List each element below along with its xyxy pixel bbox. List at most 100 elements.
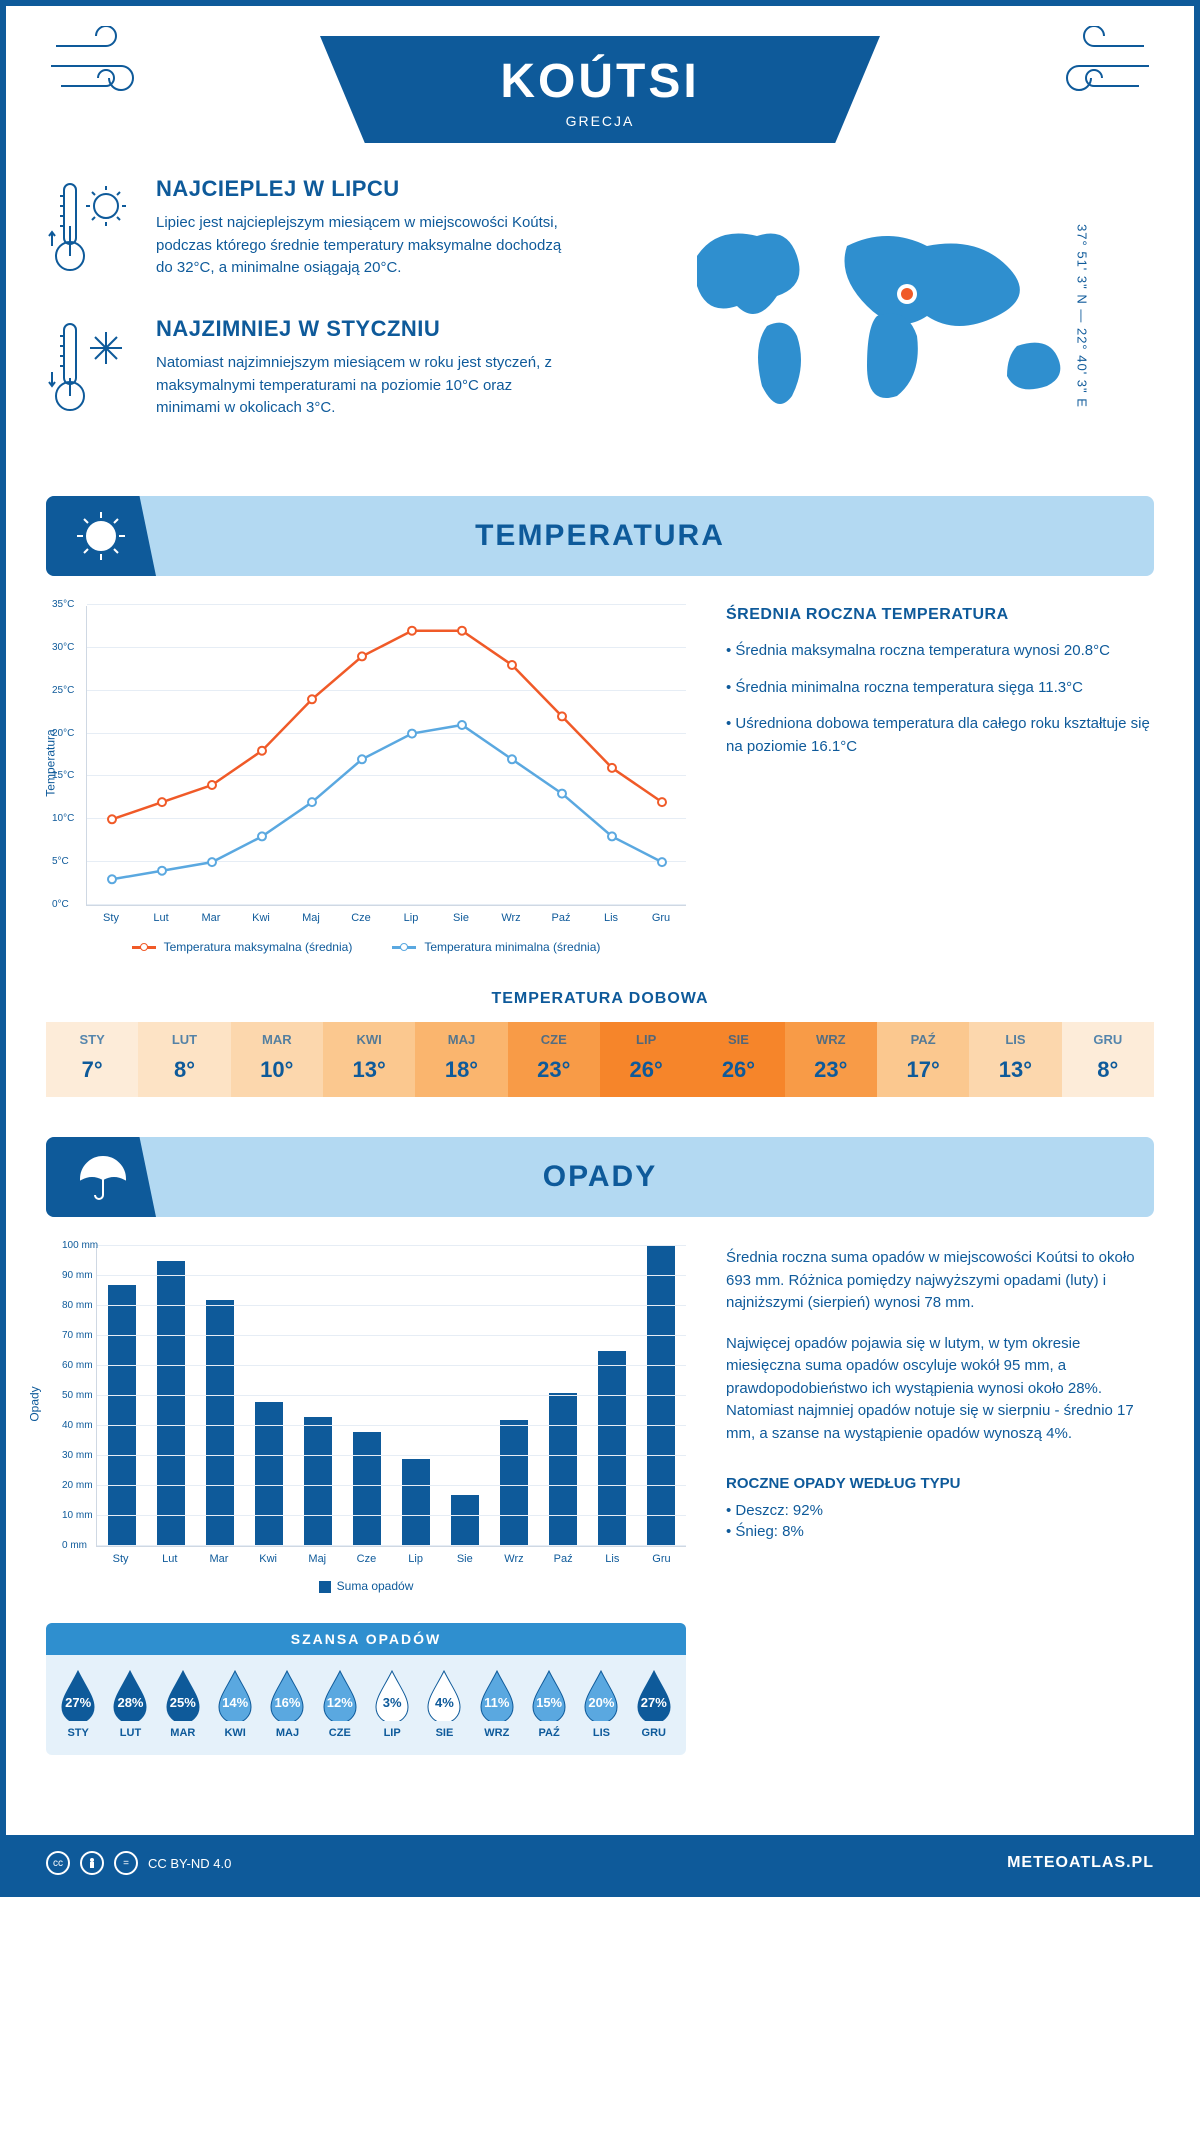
x-label: Gru <box>637 1553 686 1565</box>
raindrop-icon: 28% <box>110 1669 150 1721</box>
month-label: GRU <box>1062 1032 1154 1047</box>
temp-value: 8° <box>1062 1057 1154 1083</box>
month-label: PAŹ <box>877 1032 969 1047</box>
gridline: 80 mm <box>97 1305 686 1306</box>
temp-value: 13° <box>969 1057 1061 1083</box>
world-map <box>667 206 1107 426</box>
x-label: Wrz <box>489 1553 538 1565</box>
chance-value: 4% <box>424 1695 464 1710</box>
strip-cell: GRU 8° <box>1062 1022 1154 1097</box>
x-label: Maj <box>293 1553 342 1565</box>
nd-icon: = <box>114 1851 138 1875</box>
x-label: Sie <box>436 912 486 924</box>
raindrop-icon: 11% <box>477 1669 517 1721</box>
bar-slot <box>539 1393 588 1546</box>
raindrop-icon: 20% <box>581 1669 621 1721</box>
y-axis-label: Opady <box>28 1386 42 1421</box>
country-name: GRECJA <box>400 113 800 129</box>
temp-value: 23° <box>785 1057 877 1083</box>
month-label: STY <box>46 1032 138 1047</box>
drop-cell: 28% LUT <box>104 1669 156 1739</box>
bar <box>304 1417 332 1546</box>
thermometer-snow-icon <box>46 316 136 426</box>
brand: METEOATLAS.PL <box>1007 1854 1154 1872</box>
chance-value: 15% <box>529 1695 569 1710</box>
gridline: 40 mm <box>97 1425 686 1426</box>
bar <box>353 1432 381 1546</box>
raindrop-icon: 16% <box>267 1669 307 1721</box>
gridline: 20 mm <box>97 1485 686 1486</box>
gridline: 90 mm <box>97 1275 686 1276</box>
temp-value: 26° <box>692 1057 784 1083</box>
x-label: Sty <box>86 912 136 924</box>
raindrop-icon: 14% <box>215 1669 255 1721</box>
bar <box>549 1393 577 1546</box>
coordinates: 37° 51' 3" N — 22° 40' 3" E <box>1075 224 1090 408</box>
bar-slot <box>391 1459 440 1546</box>
drop-cell: 14%KWI <box>209 1669 261 1739</box>
section-title: TEMPERATURA <box>475 519 725 553</box>
raindrop-icon: 27% <box>58 1669 98 1721</box>
bar <box>500 1420 528 1546</box>
legend-label: Temperatura minimalna (średnia) <box>424 940 600 954</box>
wind-icon <box>1034 26 1154 106</box>
month-label: LUT <box>104 1727 156 1739</box>
month-label: WRZ <box>785 1032 877 1047</box>
title-banner: KOÚTSI GRECJA <box>6 6 1194 143</box>
temp-value: 23° <box>508 1057 600 1083</box>
x-label: Kwi <box>244 1553 293 1565</box>
x-label: Mar <box>194 1553 243 1565</box>
chance-value: 27% <box>634 1695 674 1710</box>
month-label: MAR <box>231 1032 323 1047</box>
drop-cell: 25%MAR <box>157 1669 209 1739</box>
legend-label: Suma opadów <box>337 1579 414 1593</box>
drop-cell: 27%STY <box>52 1669 104 1739</box>
drop-cell: 27%GRU <box>628 1669 680 1739</box>
x-label: Cze <box>336 912 386 924</box>
drop-cell: 15% PAŹ <box>523 1669 575 1739</box>
paragraph: Średnia roczna suma opadów w miejscowośc… <box>726 1247 1154 1315</box>
fact-title: NAJZIMNIEJ W STYCZNIU <box>156 316 580 342</box>
raindrop-icon: 15% <box>529 1669 569 1721</box>
gridline: 0 mm <box>97 1545 686 1546</box>
chance-value: 11% <box>477 1695 517 1710</box>
month-label: LIS <box>969 1032 1061 1047</box>
bar <box>206 1300 234 1546</box>
month-label: LIP <box>366 1727 418 1739</box>
temperature-line-chart: Temperatura 0°C5°C10°C15°C20°C25°C30°C35… <box>46 606 686 954</box>
bar <box>451 1495 479 1546</box>
gridline: 70 mm <box>97 1335 686 1336</box>
bar-legend: Suma opadów <box>46 1579 686 1593</box>
bar-slot <box>244 1402 293 1546</box>
chance-value: 12% <box>320 1695 360 1710</box>
chance-value: 3% <box>372 1695 412 1710</box>
month-label: LIP <box>600 1032 692 1047</box>
section-title: OPADY <box>543 1160 657 1194</box>
x-label: Lis <box>586 912 636 924</box>
x-label: Lip <box>391 1553 440 1565</box>
drop-cell: 3% LIP <box>366 1669 418 1739</box>
bar-slot <box>146 1261 195 1546</box>
chance-value: 20% <box>581 1695 621 1710</box>
intro-section: NAJCIEPLEJ W LIPCU Lipiec jest najcieple… <box>46 176 1154 456</box>
type-item: • Śnieg: 8% <box>726 1523 1154 1540</box>
legend-item: Temperatura maksymalna (średnia) <box>132 940 353 954</box>
raindrop-icon: 25% <box>163 1669 203 1721</box>
bullet: • Średnia minimalna roczna temperatura s… <box>726 677 1154 700</box>
bar <box>157 1261 185 1546</box>
strip-cell: MAJ18° <box>415 1022 507 1097</box>
gridline: 100 mm <box>97 1245 686 1246</box>
fact-title: NAJCIEPLEJ W LIPCU <box>156 176 580 202</box>
raindrop-icon: 12% <box>320 1669 360 1721</box>
temp-value: 10° <box>231 1057 323 1083</box>
x-label: Cze <box>342 1553 391 1565</box>
x-label: Paź <box>536 912 586 924</box>
drop-cell: 11%WRZ <box>471 1669 523 1739</box>
footer: cc = CC BY-ND 4.0 METEOATLAS.PL <box>6 1835 1194 1891</box>
chance-value: 27% <box>58 1695 98 1710</box>
bar <box>598 1351 626 1546</box>
chance-value: 28% <box>110 1695 150 1710</box>
month-label: PAŹ <box>523 1727 575 1739</box>
chance-title: SZANSA OPADÓW <box>46 1623 686 1655</box>
legend-item: Temperatura minimalna (średnia) <box>392 940 600 954</box>
